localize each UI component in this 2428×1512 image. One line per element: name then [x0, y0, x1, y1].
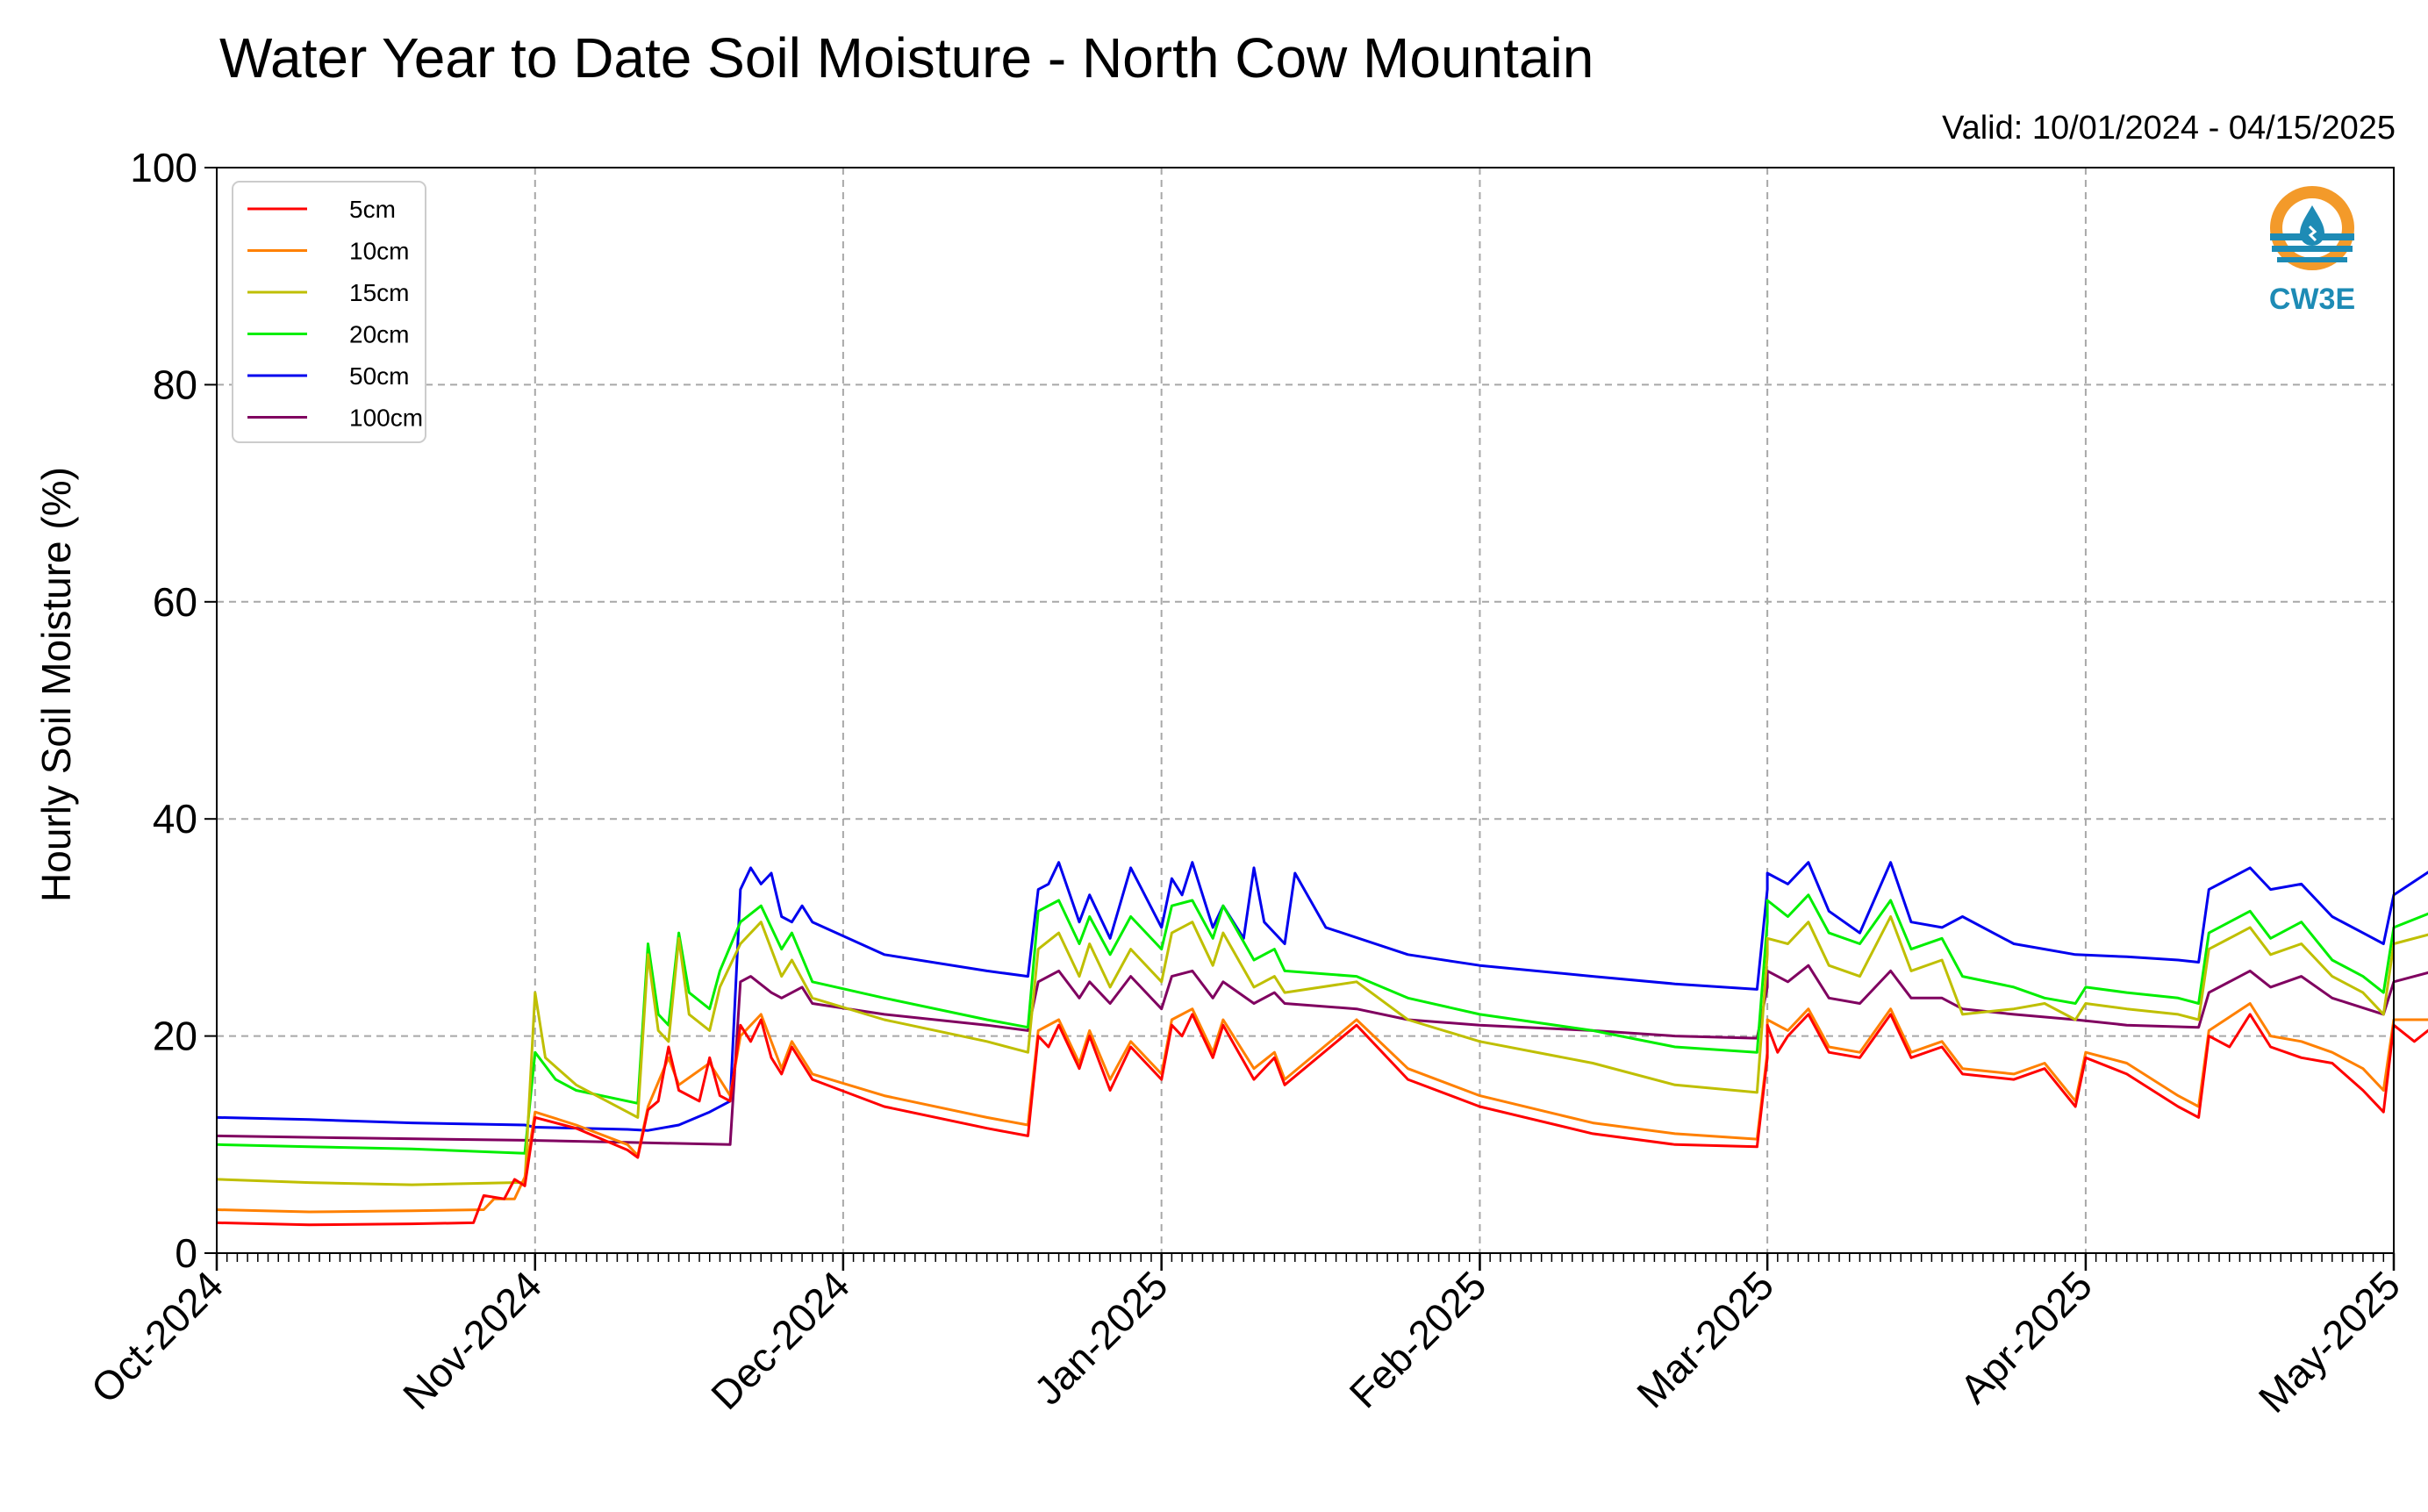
- x-tick-label: Apr-2025: [1951, 1262, 2101, 1412]
- y-tick-label: 20: [153, 1014, 197, 1059]
- chart-subtitle: Valid: 10/01/2024 - 04/15/2025: [1942, 110, 2396, 147]
- x-tick-label: May-2025: [2250, 1262, 2409, 1421]
- legend-label-5cm: 5cm: [349, 196, 396, 223]
- y-tick-label: 100: [130, 145, 197, 190]
- series-line-20cm: [216, 893, 2428, 1155]
- x-tick-label: Dec-2024: [702, 1262, 858, 1418]
- grid-lines: [217, 168, 2394, 1253]
- series-line-15cm: [216, 915, 2428, 1186]
- series-line-50cm: [216, 861, 2428, 1132]
- x-tick-label: Nov-2024: [394, 1262, 550, 1418]
- series-line-5cm: [216, 1013, 2428, 1227]
- y-tick-label: 40: [153, 796, 197, 842]
- legend-label-10cm: 10cm: [349, 238, 409, 265]
- y-tick-label: 80: [153, 362, 197, 407]
- legend-label-15cm: 15cm: [349, 279, 409, 306]
- legend-label-20cm: 20cm: [349, 321, 409, 348]
- legend-box: [232, 181, 426, 443]
- legend-label-50cm: 50cm: [349, 362, 409, 390]
- series-lines: [216, 861, 2428, 1227]
- x-tick-label: Mar-2025: [1628, 1262, 1782, 1416]
- legend-label-100cm: 100cm: [349, 405, 423, 432]
- chart-title: Water Year to Date Soil Moisture - North…: [219, 26, 1594, 90]
- x-axis-ticks: Oct-2024 Nov-2024 Dec-2024 Jan-2025 Feb-2025…: [82, 1253, 2409, 1422]
- y-tick-label: 0: [175, 1230, 197, 1276]
- x-tick-label: Jan-2025: [1025, 1262, 1176, 1413]
- y-axis-label: Hourly Soil Moisture (%): [33, 467, 79, 902]
- series-line-10cm: [216, 1002, 2428, 1214]
- y-axis-ticks: 0 20 40 60 80 100: [130, 145, 217, 1276]
- y-tick-label: 60: [153, 579, 197, 625]
- x-tick-label: Feb-2025: [1341, 1262, 1495, 1416]
- legend: 5cm 10cm 15cm 20cm 50cm 100cm: [232, 181, 426, 443]
- x-tick-label: Oct-2024: [82, 1262, 233, 1412]
- cw3e-logo: CW3E: [2269, 186, 2355, 316]
- logo-text: CW3E: [2269, 283, 2355, 316]
- droplet-wave-logo-icon: [2270, 186, 2354, 270]
